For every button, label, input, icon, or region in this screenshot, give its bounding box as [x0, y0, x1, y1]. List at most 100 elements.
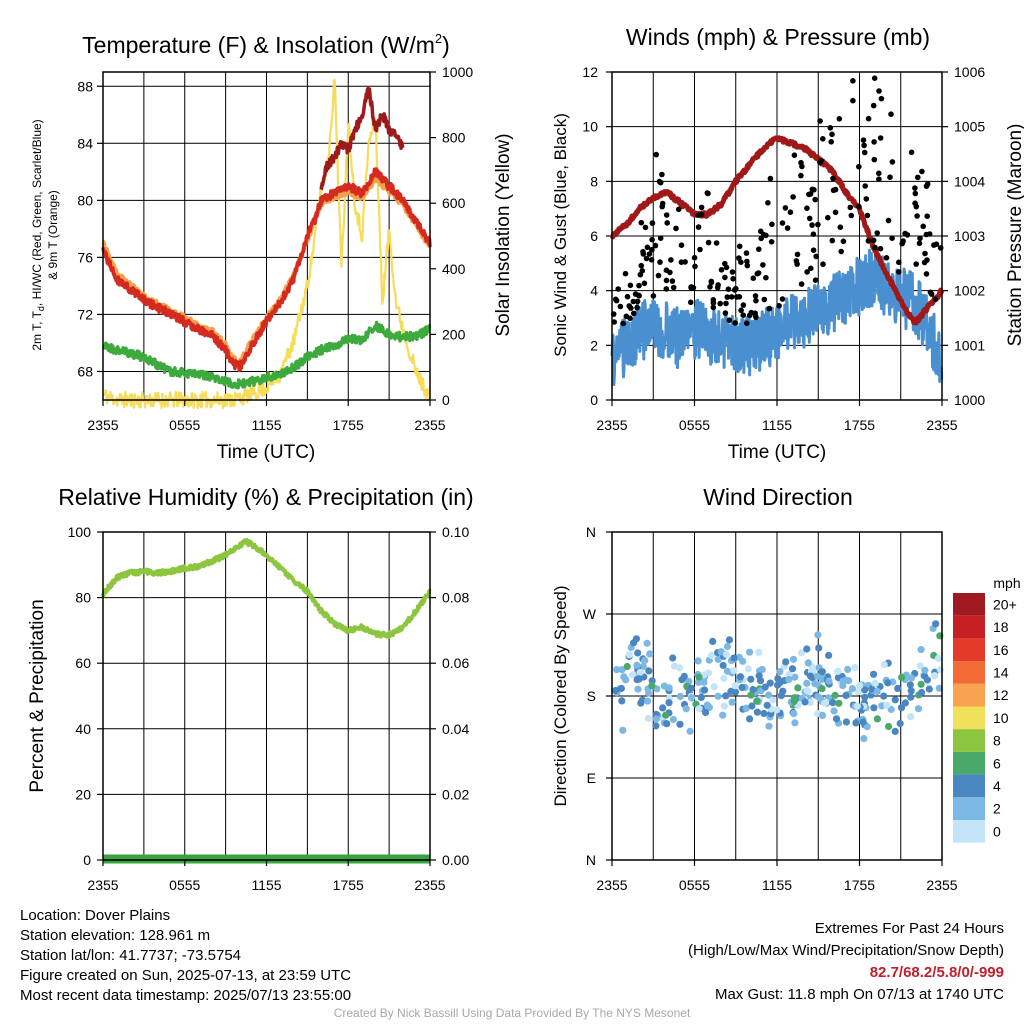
direction-point — [835, 699, 843, 707]
direction-point — [934, 654, 943, 663]
gust-point — [627, 315, 633, 322]
gust-point — [916, 240, 923, 247]
direction-point — [798, 649, 806, 657]
speed-legend-swatch — [953, 797, 985, 820]
direction-point — [897, 704, 906, 712]
direction-point — [825, 677, 833, 685]
direction-point — [785, 675, 793, 684]
gust-point — [738, 259, 744, 266]
direction-point — [680, 672, 688, 681]
y2-tick-label: 0 — [442, 392, 450, 408]
temperature-ylabel-left-line2: & 9m T (Orange) — [46, 190, 60, 280]
direction-point — [634, 649, 642, 657]
direction-point — [894, 684, 902, 693]
y2-tick-label: 0.06 — [442, 655, 469, 671]
gust-point — [757, 228, 764, 235]
direction-point — [860, 735, 868, 743]
direction-point — [794, 684, 802, 692]
direction-point — [907, 687, 915, 695]
direction-point — [727, 687, 735, 696]
gust-point — [634, 298, 641, 305]
direction-point — [695, 705, 703, 713]
direction-point — [773, 706, 781, 714]
gust-point — [615, 286, 621, 292]
direction-point — [619, 726, 627, 734]
y2-tick-label: 0.10 — [442, 524, 469, 540]
gust-point — [687, 299, 694, 306]
gust-point — [887, 174, 893, 180]
direction-point — [755, 648, 763, 656]
direction-point — [803, 687, 811, 695]
gust-point — [784, 225, 791, 231]
direction-point — [921, 666, 929, 674]
gust-point — [871, 139, 877, 145]
x-tick-label: 2355 — [596, 877, 627, 893]
direction-point — [782, 658, 790, 666]
gust-point — [815, 221, 821, 228]
gust-point — [763, 274, 769, 281]
direction-point — [925, 685, 933, 693]
gust-point — [643, 255, 650, 262]
y-tick-label: 20 — [75, 786, 91, 802]
gust-point — [912, 190, 919, 197]
direction-point — [815, 644, 823, 652]
gust-point — [722, 274, 728, 281]
speed-legend-swatch — [953, 820, 985, 843]
direction-point — [676, 692, 684, 701]
gust-point — [896, 269, 902, 275]
gust-point — [640, 248, 646, 255]
direction-point — [788, 665, 797, 673]
gust-point — [723, 264, 730, 271]
gust-point — [767, 175, 774, 182]
speed-legend-label: 2 — [993, 801, 1001, 817]
temperature-xlabel: Time (UTC) — [217, 442, 316, 463]
x-tick-label: 1755 — [844, 877, 875, 893]
gust-point — [631, 310, 637, 317]
gust-point — [756, 246, 762, 252]
direction-point — [663, 720, 671, 728]
gust-point — [923, 271, 930, 277]
gust-point — [912, 200, 918, 206]
direction-point — [883, 701, 891, 709]
max-gust: Max Gust: 11.8 mph On 07/13 at 1740 UTC — [714, 986, 1004, 1003]
gust-point — [870, 237, 877, 244]
x-tick-label: 2355 — [87, 877, 118, 893]
speed-legend-swatch — [953, 683, 985, 707]
figure-created: Figure created on Sun, 2025-07-13, at 23… — [20, 967, 352, 984]
gust-point — [650, 293, 657, 299]
direction-point — [760, 709, 768, 718]
gust-point — [670, 284, 677, 291]
direction-point — [623, 662, 631, 671]
direction-point — [747, 675, 755, 683]
recent-timestamp: Most recent data timestamp: 2025/07/13 2… — [20, 987, 352, 1004]
direction-point — [814, 631, 822, 639]
gust-point — [636, 282, 642, 289]
speed-legend-label: 20+ — [993, 596, 1017, 612]
direction-point — [844, 665, 852, 674]
gust-point — [705, 239, 712, 246]
gust-point — [710, 297, 717, 303]
gust-point — [648, 257, 655, 263]
direction-point — [936, 666, 944, 674]
direction-point — [839, 682, 847, 690]
direction-point — [907, 674, 916, 682]
direction-point — [665, 699, 673, 707]
station-info: Location: Dover Plains Station elevation… — [20, 906, 351, 1006]
gust-point — [728, 294, 735, 300]
direction-point — [932, 620, 940, 628]
gust-point — [761, 296, 768, 303]
direction-point — [790, 710, 798, 718]
direction-ylabel-left: Direction (Colored By Speed) — [551, 585, 570, 806]
direction-point — [722, 692, 730, 700]
gust-point — [726, 317, 733, 324]
gust-point — [810, 247, 817, 253]
direction-point — [916, 662, 924, 670]
gust-point — [862, 183, 868, 189]
humidity-line — [101, 538, 432, 639]
speed-legend-label: 8 — [993, 733, 1001, 749]
gust-point — [698, 211, 705, 218]
direction-point — [709, 637, 717, 646]
gust-point — [813, 253, 819, 260]
speed-legend-label: 4 — [993, 778, 1001, 794]
humidity-title: Relative Humidity (%) & Precipitation (i… — [58, 484, 473, 510]
